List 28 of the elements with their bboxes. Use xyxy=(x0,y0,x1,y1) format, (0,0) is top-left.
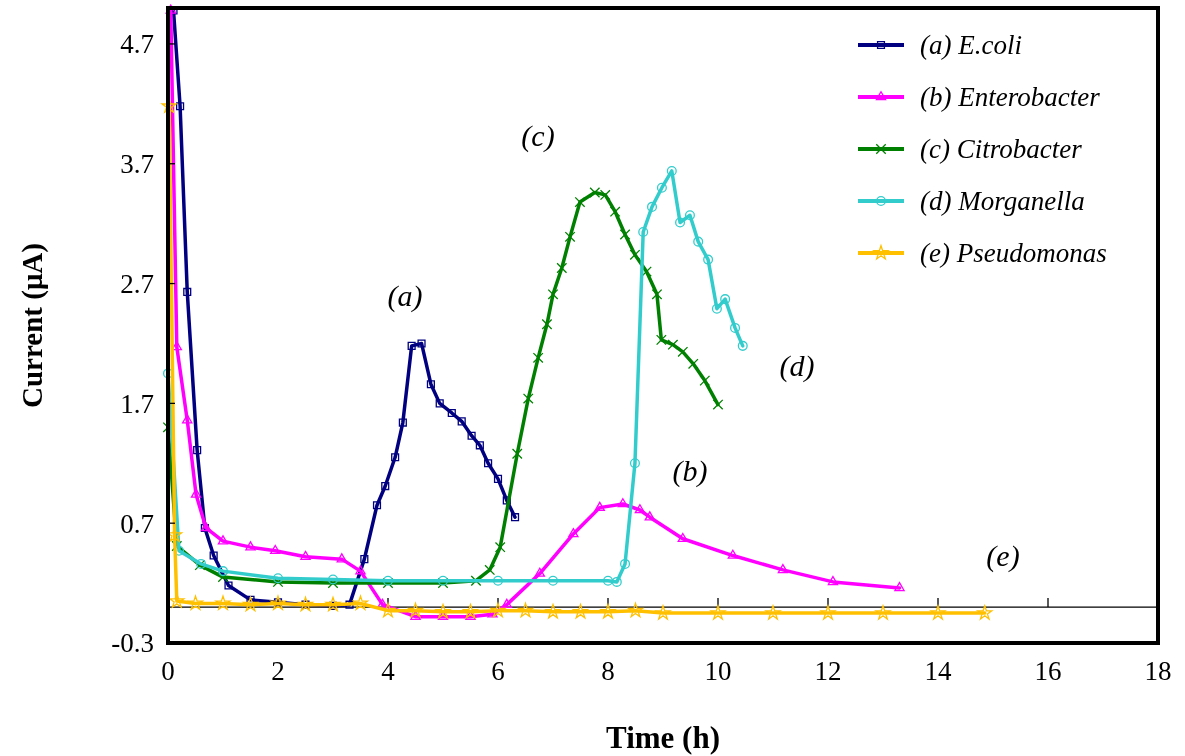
y-axis-title: Current (μA) xyxy=(16,243,49,408)
annotation: (d) xyxy=(779,348,815,383)
y-tick-label: 4.7 xyxy=(120,29,154,60)
x-tick-label: 2 xyxy=(271,656,285,686)
x-tick-label: 14 xyxy=(924,656,952,686)
x-tick-label: 8 xyxy=(601,656,615,686)
annotation: (a) xyxy=(387,278,423,313)
x-axis-title: Time (h) xyxy=(606,720,720,755)
y-tick-label: 1.7 xyxy=(120,388,154,419)
annotation: (b) xyxy=(672,453,708,488)
x-tick-label: 18 xyxy=(1144,656,1172,686)
legend-label: (a) E.coli xyxy=(920,30,1022,61)
y-tick-label: 0.7 xyxy=(120,508,154,539)
x-tick-label: 10 xyxy=(704,656,732,686)
x-tick-label: 16 xyxy=(1034,656,1062,686)
x-tick-label: 0 xyxy=(161,656,175,686)
legend-label: (b) Enterobacter xyxy=(920,82,1101,113)
legend-label: (c) Citrobacter xyxy=(920,134,1083,165)
annotation: (e) xyxy=(986,538,1020,573)
annotation: (c) xyxy=(521,118,555,153)
legend-label: (e) Pseudomonas xyxy=(920,238,1107,269)
y-tick-label: -0.3 xyxy=(111,628,154,659)
x-tick-label: 12 xyxy=(814,656,842,686)
x-tick-label: 6 xyxy=(491,656,505,686)
legend-label: (d) Morganella xyxy=(920,186,1085,217)
y-tick-label: 2.7 xyxy=(120,269,154,300)
x-tick-label: 4 xyxy=(381,656,396,686)
y-tick-label: 3.7 xyxy=(120,149,154,180)
